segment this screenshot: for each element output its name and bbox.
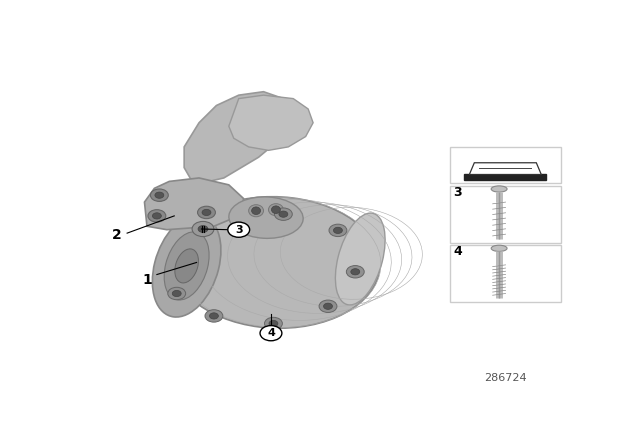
Circle shape [324,303,332,310]
Circle shape [148,210,166,222]
Bar [449,186,561,243]
Circle shape [198,225,208,233]
Polygon shape [184,92,293,185]
Ellipse shape [164,232,209,300]
Ellipse shape [248,205,264,217]
Polygon shape [465,174,547,180]
Ellipse shape [271,206,280,214]
Ellipse shape [229,197,303,238]
Circle shape [152,213,161,219]
Circle shape [228,222,250,237]
Polygon shape [469,163,541,174]
Circle shape [205,310,223,322]
Polygon shape [145,178,244,230]
Text: 4: 4 [267,328,275,338]
Circle shape [168,287,186,300]
Circle shape [209,313,218,319]
Ellipse shape [152,215,221,317]
Circle shape [155,192,164,198]
Circle shape [275,208,292,220]
Circle shape [329,224,347,237]
Text: 2: 2 [113,228,122,242]
Text: 286724: 286724 [484,373,527,383]
Ellipse shape [335,213,385,305]
Circle shape [150,189,168,202]
Ellipse shape [252,207,260,215]
Bar [449,245,561,302]
Circle shape [333,227,342,233]
Circle shape [319,300,337,313]
Ellipse shape [172,197,380,328]
Ellipse shape [491,245,507,251]
Circle shape [260,326,282,341]
Ellipse shape [491,186,507,192]
Circle shape [264,317,282,330]
Text: 1: 1 [142,273,152,287]
Bar [449,147,561,184]
Text: 4: 4 [454,245,462,258]
Circle shape [172,290,181,297]
Ellipse shape [269,204,284,216]
Text: 3: 3 [235,225,243,235]
Circle shape [346,266,364,278]
Polygon shape [229,95,313,151]
Circle shape [279,211,288,217]
Text: 3: 3 [454,186,462,199]
Circle shape [269,320,278,327]
Circle shape [198,206,216,219]
Circle shape [351,269,360,275]
Circle shape [192,221,214,237]
Ellipse shape [175,249,198,283]
Circle shape [202,209,211,215]
